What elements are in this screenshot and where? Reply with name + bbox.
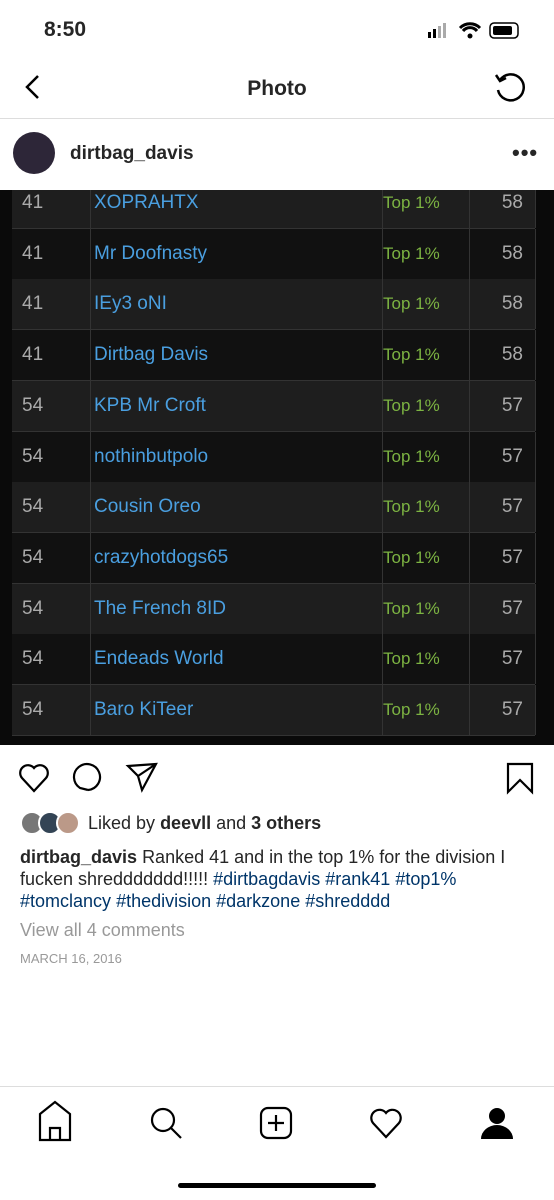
rank: 54 — [12, 380, 91, 431]
table-row: 54 Endeads World Top 1% 57 — [12, 634, 536, 686]
rank: 41 — [12, 228, 91, 279]
table-row: 54 Cousin Oreo Top 1% 57 — [12, 482, 536, 534]
player-name: Cousin Oreo — [82, 482, 383, 533]
player-name: crazyhotdogs65 — [82, 532, 383, 583]
score: 57 — [460, 583, 536, 634]
tier: Top 1% — [372, 634, 470, 685]
share-button[interactable] — [125, 762, 158, 793]
rank: 54 — [12, 685, 91, 735]
table-row: 41 IEy3 oNI Top 1% 58 — [12, 279, 536, 331]
player-name: The French 8ID — [82, 583, 383, 634]
table-row: 54 The French 8ID Top 1% 57 — [12, 583, 536, 635]
hashtag[interactable]: #top1% — [395, 869, 457, 889]
tier: Top 1% — [372, 532, 470, 583]
player-name: Dirtbag Davis — [82, 330, 383, 381]
post-date: MARCH 16, 2016 — [20, 951, 122, 966]
table-row: 41 XOPRAHTX Top 1% 58 — [12, 190, 536, 229]
table-row: 41 Dirtbag Davis Top 1% 58 — [12, 330, 536, 382]
rank: 54 — [12, 634, 91, 685]
hashtag[interactable]: #dirtbagdavis — [213, 869, 321, 889]
score: 57 — [460, 532, 536, 583]
rank: 54 — [12, 482, 91, 533]
score: 58 — [460, 279, 536, 330]
score: 57 — [460, 685, 536, 735]
search-tab[interactable] — [150, 1107, 182, 1139]
table-row: 54 crazyhotdogs65 Top 1% 57 — [12, 532, 536, 584]
hashtag[interactable]: #shredddd — [305, 891, 391, 911]
likes-prefix: Liked by — [88, 813, 156, 833]
tier: Top 1% — [372, 190, 470, 228]
more-button[interactable]: ••• — [512, 140, 539, 165]
tab-bar — [38, 1100, 513, 1188]
others[interactable]: 3 others — [251, 813, 322, 833]
player-name: nothinbutpolo — [82, 431, 383, 482]
tier: Top 1% — [372, 330, 470, 381]
like-button[interactable] — [19, 764, 49, 793]
avatar[interactable] — [13, 132, 55, 174]
tier: Top 1% — [372, 685, 470, 735]
score: 57 — [460, 634, 536, 685]
score: 58 — [460, 330, 536, 381]
back-button[interactable] — [20, 72, 50, 102]
hashtag[interactable]: #darkzone — [216, 891, 301, 911]
likes-joiner: and — [216, 813, 247, 833]
player-name: Mr Doofnasty — [82, 228, 383, 279]
caption-username[interactable]: dirtbag_davis — [20, 847, 138, 867]
tier: Top 1% — [372, 228, 470, 279]
refresh-button[interactable] — [492, 70, 528, 106]
hashtag[interactable]: #thedivision — [116, 891, 212, 911]
score: 57 — [460, 431, 536, 482]
divider — [0, 1086, 554, 1087]
rank: 41 — [12, 279, 91, 330]
username[interactable]: dirtbag_davis — [70, 143, 194, 164]
new-post-tab[interactable] — [259, 1106, 293, 1140]
divider — [0, 118, 554, 119]
score: 57 — [460, 482, 536, 533]
save-button[interactable] — [506, 762, 534, 795]
table-row: 54 KPB Mr Croft Top 1% 57 — [12, 380, 536, 432]
table-row: 54 Baro KiTeer Top 1% 57 — [12, 685, 536, 736]
player-name: IEy3 oNI — [82, 279, 383, 330]
status-time: 8:50 — [44, 18, 87, 41]
caption-text: Ranked 41 and in the top 1% for the divi… — [20, 847, 506, 889]
table-row: 54 nothinbutpolo Top 1% 57 — [12, 431, 536, 483]
rank: 54 — [12, 431, 91, 482]
score: 58 — [460, 228, 536, 279]
tier: Top 1% — [372, 583, 470, 634]
hashtag[interactable]: #tomclancy — [20, 891, 112, 911]
tier: Top 1% — [372, 380, 470, 431]
header-title: Photo — [247, 77, 307, 100]
score: 58 — [460, 190, 536, 228]
liker-avatars — [20, 811, 80, 835]
score: 57 — [460, 380, 536, 431]
comment-button[interactable] — [72, 762, 102, 792]
caption: dirtbag_davis Ranked 41 and in the top 1… — [20, 846, 535, 912]
home-indicator — [178, 1183, 376, 1188]
leaderboard-image: 41 XOPRAHTX Top 1% 58 41 Mr Doofnasty Top 1% 58… — [0, 190, 554, 745]
table-row: 41 Mr Doofnasty Top 1% 58 — [12, 228, 536, 280]
player-name: XOPRAHTX — [82, 190, 383, 228]
player-name: Baro KiTeer — [82, 685, 383, 735]
liker[interactable]: deevll — [160, 813, 212, 833]
profile-tab[interactable] — [481, 1108, 513, 1139]
hashtag[interactable]: #rank41 — [325, 869, 391, 889]
tier: Top 1% — [372, 482, 470, 533]
status-icons — [428, 22, 519, 39]
action-bar — [19, 762, 534, 795]
rank: 54 — [12, 583, 91, 634]
player-name: Endeads World — [82, 634, 383, 685]
rank: 41 — [12, 190, 91, 228]
rank: 41 — [12, 330, 91, 381]
likes-line: Liked by deevll and 3 others — [88, 813, 321, 834]
view-comments[interactable]: View all 4 comments — [20, 920, 185, 940]
tier: Top 1% — [372, 279, 470, 330]
rank: 54 — [12, 532, 91, 583]
player-name: KPB Mr Croft — [82, 380, 383, 431]
activity-tab[interactable] — [370, 1108, 402, 1139]
tier: Top 1% — [372, 431, 470, 482]
home-tab[interactable] — [38, 1100, 72, 1142]
